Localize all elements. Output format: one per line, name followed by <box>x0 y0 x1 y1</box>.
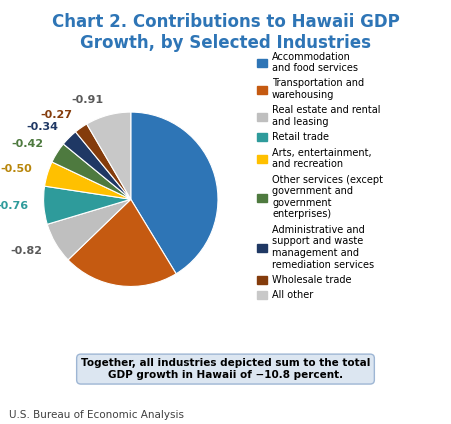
Wedge shape <box>87 112 131 199</box>
Text: -0.82: -0.82 <box>10 246 42 256</box>
Legend: Accommodation
and food services, Transportation and
warehousing, Real estate and: Accommodation and food services, Transpo… <box>258 51 383 300</box>
Text: -0.27: -0.27 <box>40 110 72 120</box>
Text: Together, all industries depicted sum to the total
GDP growth in Hawaii of −10.8: Together, all industries depicted sum to… <box>81 358 370 380</box>
Text: -2.32: -2.32 <box>106 249 142 262</box>
Wedge shape <box>52 144 131 199</box>
Text: -0.42: -0.42 <box>12 139 44 149</box>
Wedge shape <box>63 132 131 199</box>
Wedge shape <box>44 186 131 224</box>
Wedge shape <box>47 199 131 260</box>
Text: -0.76: -0.76 <box>0 201 28 212</box>
Text: U.S. Bureau of Economic Analysis: U.S. Bureau of Economic Analysis <box>9 410 184 420</box>
Text: -4.46: -4.46 <box>161 179 198 192</box>
Text: -0.91: -0.91 <box>72 95 104 105</box>
Text: -0.50: -0.50 <box>0 164 32 174</box>
Wedge shape <box>75 124 131 199</box>
Text: -0.34: -0.34 <box>26 122 58 131</box>
Wedge shape <box>45 162 131 199</box>
Wedge shape <box>68 199 176 287</box>
Wedge shape <box>131 112 218 274</box>
Text: Chart 2. Contributions to Hawaii GDP
Growth, by Selected Industries: Chart 2. Contributions to Hawaii GDP Gro… <box>51 13 400 52</box>
